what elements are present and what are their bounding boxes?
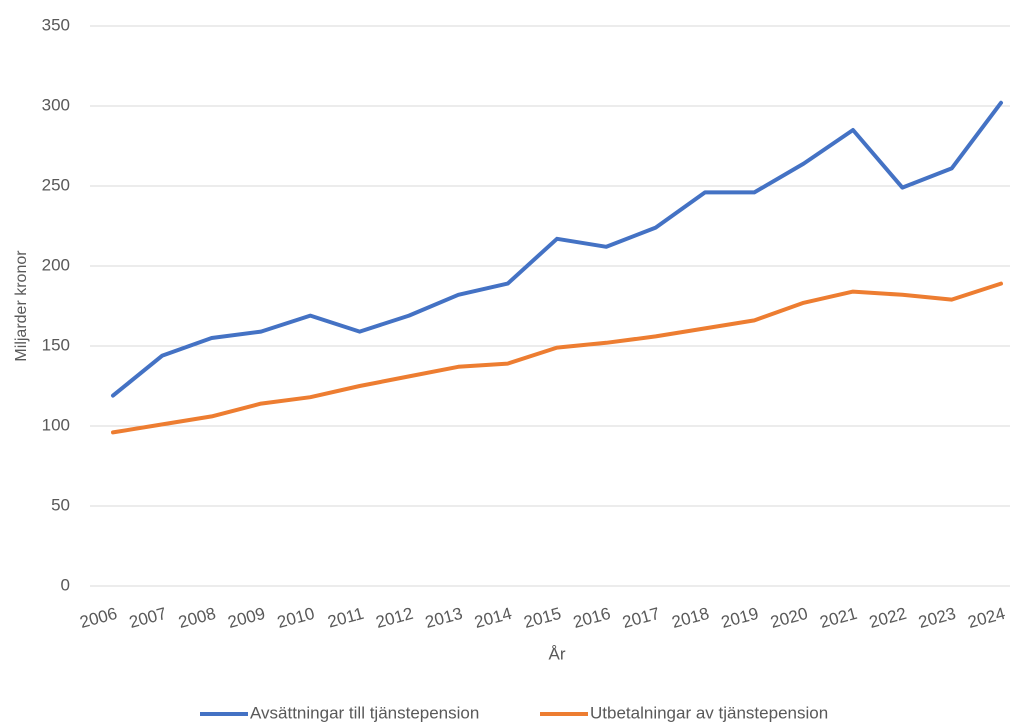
y-tick-label: 50: [51, 495, 70, 514]
x-tick-label: 2016: [571, 604, 612, 632]
x-tick-label: 2022: [867, 604, 908, 632]
x-tick-label: 2020: [768, 604, 809, 632]
x-tick-label: 2007: [127, 604, 168, 632]
x-tick-label: 2009: [226, 604, 267, 632]
x-tick-label: 2019: [719, 604, 760, 632]
legend-label: Avsättningar till tjänstepension: [250, 703, 479, 722]
x-tick-label: 2008: [176, 604, 217, 632]
x-tick-label: 2017: [620, 604, 661, 632]
x-tick-label: 2010: [275, 604, 316, 632]
y-axis-title: Miljarder kronor: [13, 250, 30, 362]
series-line: [111, 100, 1003, 398]
x-tick-label: 2021: [818, 604, 859, 632]
y-tick-label: 150: [42, 335, 70, 354]
legend-label: Utbetalningar av tjänstepension: [590, 703, 828, 722]
x-axis-title: År: [549, 644, 566, 663]
y-tick-label: 0: [61, 575, 70, 594]
x-tick-label: 2014: [472, 604, 513, 632]
y-tick-label: 100: [42, 415, 70, 434]
y-tick-label: 350: [42, 15, 70, 34]
y-tick-label: 300: [42, 95, 70, 114]
x-tick-label: 2024: [966, 604, 1007, 632]
x-tick-label: 2011: [326, 604, 366, 632]
y-tick-label: 200: [42, 255, 70, 274]
x-tick-label: 2015: [522, 604, 563, 632]
series-line: [111, 281, 1003, 435]
x-tick-label: 2023: [916, 604, 957, 632]
x-tick-label: 2012: [374, 604, 415, 632]
x-tick-label: 2006: [78, 604, 119, 632]
x-tick-label: 2018: [670, 604, 711, 632]
y-tick-label: 250: [42, 175, 70, 194]
x-tick-label: 2013: [423, 604, 464, 632]
